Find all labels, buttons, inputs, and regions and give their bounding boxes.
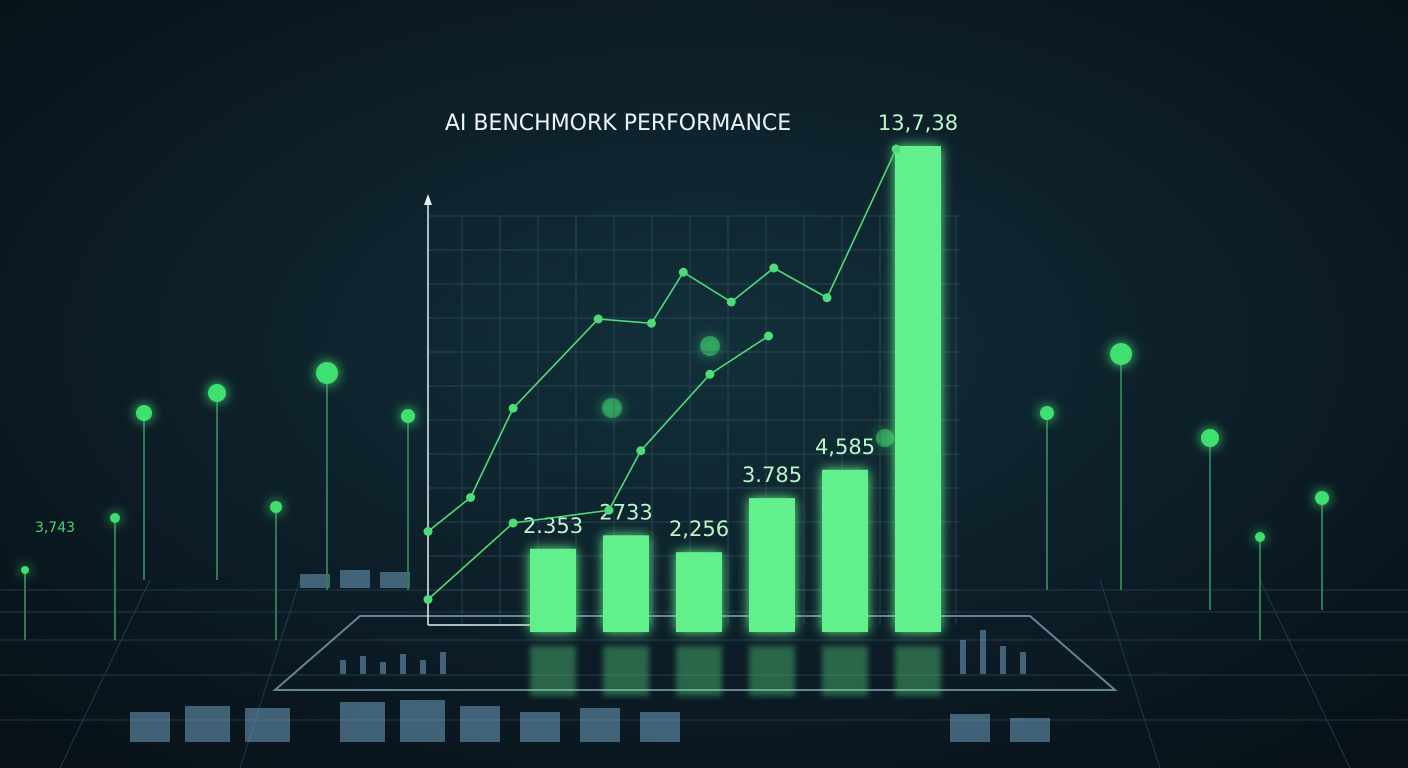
line-point bbox=[769, 263, 779, 273]
line-point bbox=[423, 595, 433, 604]
line-point bbox=[466, 493, 476, 502]
line-point bbox=[604, 505, 614, 515]
bar-reflection bbox=[895, 646, 941, 696]
bar-reflection bbox=[749, 646, 795, 696]
line-point bbox=[423, 527, 433, 536]
line-point bbox=[508, 518, 518, 528]
line-point bbox=[763, 331, 773, 341]
line-point bbox=[705, 369, 715, 379]
bar bbox=[603, 535, 649, 632]
bar-reflection bbox=[676, 646, 722, 696]
platform bbox=[272, 615, 1118, 691]
value-label: 4,585 bbox=[815, 435, 875, 459]
value-label: 2,256 bbox=[669, 517, 729, 541]
bar bbox=[749, 498, 795, 632]
line-point bbox=[646, 318, 656, 328]
value-label: 3.785 bbox=[742, 463, 802, 487]
bar-reflection bbox=[530, 646, 576, 696]
line-point bbox=[678, 267, 688, 277]
value-label: 13,7,38 bbox=[878, 111, 958, 135]
axes bbox=[424, 194, 540, 626]
chart-title: AI BENCHMORK PERFORMANCE bbox=[445, 111, 791, 136]
line-point bbox=[726, 297, 736, 307]
line-point bbox=[891, 144, 901, 154]
stems bbox=[24, 354, 1323, 640]
line bbox=[427, 148, 897, 533]
line-point bbox=[636, 446, 646, 456]
glow-dots bbox=[21, 336, 1329, 574]
bar-reflection bbox=[822, 646, 868, 696]
annotation: 3,743 bbox=[35, 520, 75, 536]
line-point bbox=[593, 314, 603, 324]
floor-bars bbox=[130, 570, 1050, 742]
bar bbox=[822, 469, 868, 632]
line-point bbox=[822, 293, 832, 303]
line-point bbox=[508, 403, 518, 413]
bar bbox=[895, 146, 941, 632]
bar-reflection bbox=[603, 646, 649, 696]
line bbox=[427, 335, 769, 601]
bar bbox=[530, 548, 576, 632]
bar bbox=[676, 552, 722, 632]
